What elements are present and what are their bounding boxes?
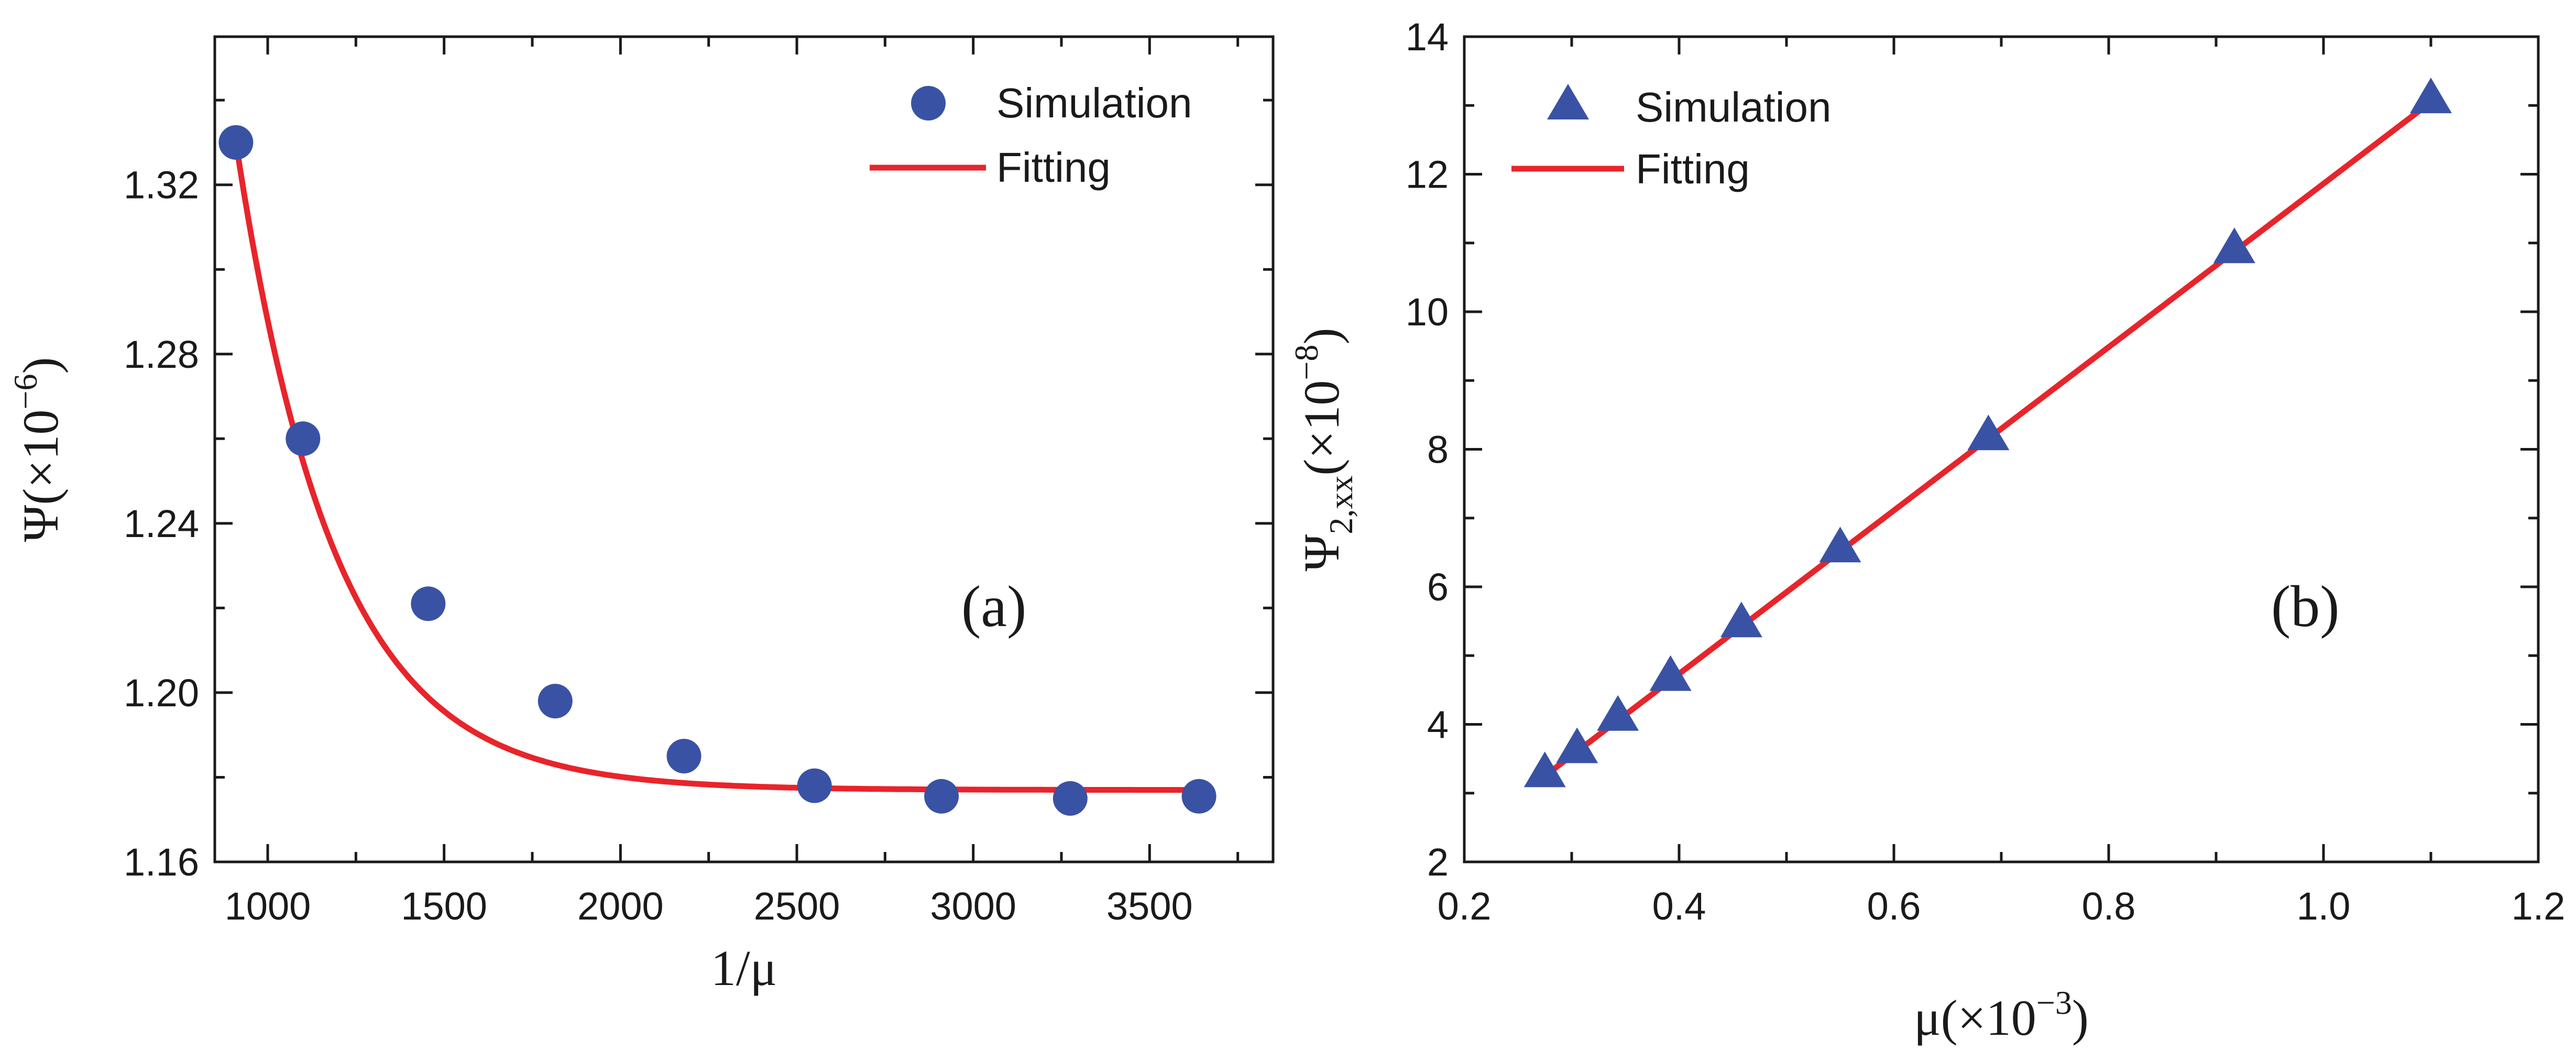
axis-ticks-b: 0.2 0.4 0.6 0.8 1.0 1.2 2 4 6 8 10 12 14 bbox=[1406, 15, 2566, 928]
data-point-a-3 bbox=[538, 684, 573, 719]
x-tick-label-a-3: 2500 bbox=[754, 884, 840, 928]
legend-label-fitting-b: Fitting bbox=[1636, 146, 1750, 192]
axis-ticks-a: 1000 1500 2000 2500 3000 3500 1.16 1.20 1.24 1.28… bbox=[124, 37, 1273, 928]
legend-label-simulation-b: Simulation bbox=[1636, 84, 1832, 130]
y-tick-label-a-2: 1.24 bbox=[124, 502, 199, 545]
x-tick-label-b-5: 1.2 bbox=[2512, 884, 2566, 928]
y-tick-label-b-6: 14 bbox=[1406, 15, 1449, 59]
data-points-b bbox=[1523, 78, 2452, 787]
legend-label-fitting-a: Fitting bbox=[996, 144, 1111, 191]
x-axis-label-b-close: ) bbox=[2072, 990, 2089, 1046]
x-tick-label-b-3: 0.8 bbox=[2082, 884, 2136, 928]
data-point-a-2 bbox=[411, 586, 446, 621]
x-tick-label-b-1: 0.4 bbox=[1652, 884, 1706, 928]
y-axis-label-b: Ψ2,xx(×10−8) bbox=[1288, 328, 1360, 572]
x-tick-label-a-5: 3500 bbox=[1106, 884, 1193, 928]
data-point-b-6 bbox=[1967, 414, 2010, 451]
y-tick-label-a-0: 1.16 bbox=[124, 840, 199, 884]
panel-label-b: (b) bbox=[2271, 574, 2340, 639]
y-axis-label-b-mid: (×10 bbox=[1294, 380, 1350, 476]
legend-b: Simulation Fitting bbox=[1511, 84, 1832, 192]
data-point-b-2 bbox=[1597, 695, 1639, 731]
y-tick-label-b-1: 4 bbox=[1427, 703, 1449, 747]
x-axis-label-b-base: μ(×10 bbox=[1914, 990, 2036, 1046]
y-tick-label-b-5: 12 bbox=[1406, 153, 1449, 196]
data-point-b-4 bbox=[1720, 601, 1762, 638]
y-tick-label-b-4: 10 bbox=[1406, 290, 1449, 334]
y-axis-label-b-sup: −8 bbox=[1288, 344, 1325, 380]
x-tick-label-b-0: 0.2 bbox=[1438, 884, 1492, 928]
data-point-a-1 bbox=[286, 421, 321, 456]
x-tick-label-a-2: 2000 bbox=[577, 884, 664, 928]
plot-frame-a bbox=[213, 35, 1275, 863]
y-tick-label-b-0: 2 bbox=[1427, 840, 1449, 884]
data-point-a-6 bbox=[924, 779, 959, 814]
data-point-b-3 bbox=[1649, 655, 1692, 691]
chart-panel-a: 1000 1500 2000 2500 3000 3500 1.16 1.20 1.24 1.28… bbox=[7, 35, 1275, 996]
x-tick-label-a-4: 3000 bbox=[930, 884, 1016, 928]
y-axis-label-a: Ψ(×10−6) bbox=[7, 357, 69, 542]
panel-label-a: (a) bbox=[961, 574, 1026, 639]
chart-panel-b: 0.2 0.4 0.6 0.8 1.0 1.2 2 4 6 8 10 12 14 Simulation … bbox=[1288, 15, 2565, 1046]
y-axis-label-b-sub: 2,xx bbox=[1322, 476, 1360, 534]
legend-a: Simulation Fitting bbox=[870, 80, 1192, 191]
data-points-a bbox=[218, 125, 1216, 816]
data-point-b-8 bbox=[2410, 78, 2452, 114]
x-axis-label-b-sup: −3 bbox=[2036, 984, 2072, 1021]
y-axis-label-a-sup: −6 bbox=[7, 374, 44, 409]
x-axis-label-a: 1/μ bbox=[711, 940, 777, 996]
y-tick-label-a-4: 1.32 bbox=[124, 163, 199, 207]
y-axis-label-b-close: ) bbox=[1294, 328, 1350, 345]
fit-path-a bbox=[233, 142, 1199, 793]
data-point-b-5 bbox=[1819, 527, 1861, 563]
data-point-a-8 bbox=[1181, 779, 1216, 814]
y-axis-label-a-close: ) bbox=[13, 357, 69, 374]
data-point-a-4 bbox=[666, 739, 701, 774]
legend-marker-simulation-b bbox=[1547, 84, 1589, 119]
x-tick-label-b-2: 0.6 bbox=[1867, 884, 1921, 928]
data-point-b-1 bbox=[1556, 727, 1598, 763]
data-point-a-5 bbox=[797, 768, 832, 803]
data-point-a-7 bbox=[1053, 781, 1088, 816]
data-point-b-0 bbox=[1523, 751, 1566, 787]
fit-curve-a bbox=[233, 142, 1199, 793]
y-tick-label-a-3: 1.28 bbox=[124, 333, 199, 376]
x-tick-label-a-0: 1000 bbox=[225, 884, 311, 928]
y-tick-label-a-1: 1.20 bbox=[124, 671, 199, 715]
y-axis-label-b-base: Ψ bbox=[1294, 534, 1350, 572]
y-axis-label-a-base: Ψ(×10 bbox=[13, 410, 69, 542]
y-tick-label-b-2: 6 bbox=[1427, 565, 1449, 609]
x-axis-label-b: μ(×10−3) bbox=[1914, 984, 2089, 1046]
data-point-b-7 bbox=[2213, 227, 2255, 264]
y-tick-label-b-3: 8 bbox=[1427, 428, 1449, 472]
legend-label-simulation-a: Simulation bbox=[996, 80, 1192, 126]
x-tick-label-a-1: 1500 bbox=[401, 884, 487, 928]
x-tick-label-b-4: 1.0 bbox=[2297, 884, 2351, 928]
data-point-a-0 bbox=[218, 125, 254, 160]
legend-marker-simulation-a bbox=[911, 86, 946, 121]
